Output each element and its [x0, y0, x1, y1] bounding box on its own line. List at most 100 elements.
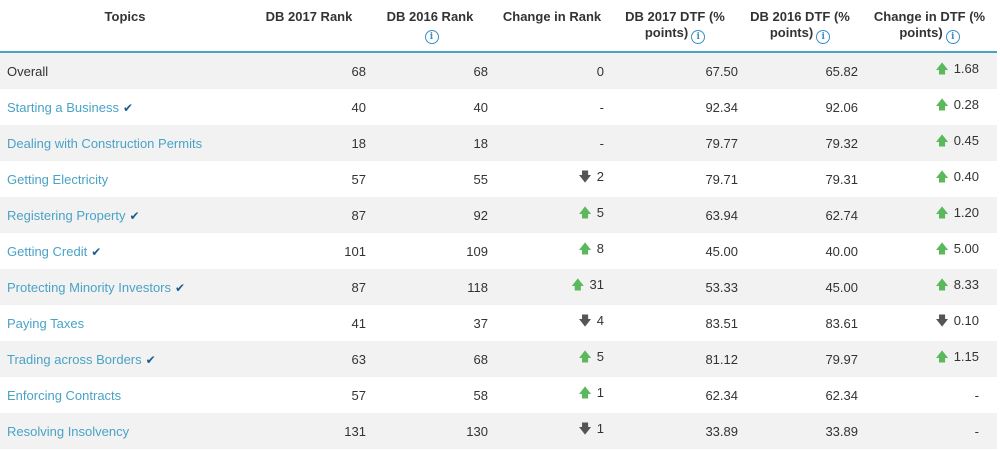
- arrow-up-icon: 🡅: [935, 349, 949, 364]
- change-dtf-cell: 🡅 0.28: [862, 96, 997, 118]
- checkmark-icon: ✔: [175, 280, 186, 295]
- arrow-up-icon: 🡅: [578, 385, 592, 400]
- change-dtf-cell: 🡅 1.15: [862, 348, 997, 370]
- change-dtf-cell: 🡅 5.00: [862, 240, 997, 262]
- arrow-up-icon: 🡅: [935, 169, 949, 184]
- header-db2017-dtf-label: DB 2017 DTF (% points): [625, 9, 725, 40]
- change-rank-value: 2: [596, 169, 604, 184]
- change-rank-cell: 🡅 5: [492, 348, 612, 370]
- header-change-rank: Change in Rank: [492, 0, 612, 51]
- change-rank-cell: 🡇 1: [492, 420, 612, 442]
- header-db2017-rank-label: DB 2017 Rank: [265, 9, 353, 24]
- db2016-dtf-cell: 62.34: [825, 387, 858, 403]
- db2017-dtf-cell: 79.71: [705, 171, 738, 187]
- topic-link[interactable]: Paying Taxes: [7, 315, 85, 331]
- change-dtf-value: 0.40: [953, 169, 979, 184]
- db2016-rank-cell: 40: [473, 99, 488, 115]
- topic-link[interactable]: Registering Property: [7, 207, 126, 223]
- header-db2016-rank: DB 2016 Rank i: [368, 0, 492, 51]
- change-rank-cell: 🡅 31: [492, 276, 612, 298]
- info-icon[interactable]: i: [424, 30, 439, 44]
- change-rank-cell: 🡅 1: [492, 384, 612, 406]
- db2016-rank-cell: 55: [473, 171, 488, 187]
- topic-cell[interactable]: Getting Credit ✔: [0, 244, 250, 259]
- topic-cell[interactable]: Registering Property ✔: [0, 208, 250, 223]
- topic-cell[interactable]: Protecting Minority Investors ✔: [0, 280, 250, 295]
- header-db2016-rank-label: DB 2016 Rank: [386, 9, 474, 24]
- change-rank-value: 8: [596, 241, 604, 256]
- db2017-dtf-cell: 81.12: [705, 351, 738, 367]
- table-row: Getting Electricity 57 55 🡇 2 79.71 79.31 🡅 0.40: [0, 161, 997, 197]
- header-topics-label: Topics: [104, 9, 146, 24]
- table-header: Topics DB 2017 Rank DB 2016 Rank i Chang…: [0, 0, 997, 53]
- db2017-dtf-cell: 83.51: [705, 315, 738, 331]
- change-dtf-cell: -: [862, 424, 997, 439]
- topic-link[interactable]: Enforcing Contracts: [7, 387, 122, 403]
- db2017-dtf-cell: 62.34: [705, 387, 738, 403]
- topic-cell[interactable]: Getting Electricity: [0, 172, 250, 187]
- table-row: Trading across Borders ✔ 63 68 🡅 5 81.12 79.97 🡅…: [0, 341, 997, 377]
- change-rank-value: 4: [596, 313, 604, 328]
- db2016-dtf-cell: 62.74: [825, 207, 858, 223]
- change-rank-cell: -: [492, 136, 612, 151]
- arrow-up-icon: 🡅: [578, 205, 592, 220]
- arrow-down-icon: 🡇: [578, 169, 592, 184]
- topic-cell[interactable]: Starting a Business ✔: [0, 100, 250, 115]
- checkmark-icon: ✔: [129, 208, 140, 223]
- change-dtf-value: 1.15: [953, 349, 979, 364]
- db2016-dtf-cell: 33.89: [825, 423, 858, 439]
- topic-link[interactable]: Protecting Minority Investors: [7, 279, 172, 295]
- db2016-rank-cell: 37: [473, 315, 488, 331]
- db2016-rank-cell: 109: [466, 243, 488, 259]
- arrow-up-icon: 🡅: [935, 205, 949, 220]
- topic-link[interactable]: Resolving Insolvency: [7, 423, 130, 439]
- table-row: Protecting Minority Investors ✔ 87 118 🡅 31 53…: [0, 269, 997, 305]
- db2016-dtf-cell: 83.61: [825, 315, 858, 331]
- table-row: Enforcing Contracts 57 58 🡅 1 62.34 62.34-: [0, 377, 997, 413]
- topic-label: Overall: [7, 63, 49, 79]
- topic-cell[interactable]: Trading across Borders ✔: [0, 352, 250, 367]
- db2017-dtf-cell: 79.77: [705, 135, 738, 151]
- topic-link[interactable]: Starting a Business: [7, 99, 120, 115]
- table-row: Overall 68 68 0 67.50 65.82 🡅 1.68: [0, 53, 997, 89]
- db2017-rank-cell: 131: [344, 423, 366, 439]
- topic-link[interactable]: Dealing with Construction Permits: [7, 135, 203, 151]
- change-dtf-value: 0.10: [953, 313, 979, 328]
- topic-cell[interactable]: Dealing with Construction Permits: [0, 136, 250, 151]
- change-dtf-cell: 🡅 1.68: [862, 60, 997, 82]
- arrow-down-icon: 🡇: [578, 421, 592, 436]
- info-icon[interactable]: i: [691, 30, 706, 44]
- db2017-rank-cell: 87: [351, 207, 366, 223]
- db2017-rank-cell: 18: [351, 135, 366, 151]
- db2016-dtf-cell: 79.31: [825, 171, 858, 187]
- arrow-up-icon: 🡅: [571, 277, 585, 292]
- topic-link[interactable]: Trading across Borders: [7, 351, 142, 367]
- change-rank-value: 5: [596, 205, 604, 220]
- db2016-rank-cell: 118: [467, 279, 488, 295]
- db2016-rank-cell: 92: [473, 207, 488, 223]
- table-row: Paying Taxes 41 37 🡇 4 83.51 83.61 🡇 0.10: [0, 305, 997, 341]
- db2016-rank-cell: 130: [466, 423, 488, 439]
- table-row: Dealing with Construction Permits 18 18 - 79…: [0, 125, 997, 161]
- header-db2016-dtf-label: DB 2016 DTF (% points): [750, 9, 850, 40]
- topic-cell[interactable]: Resolving Insolvency: [0, 424, 250, 439]
- change-rank-value: 5: [596, 349, 604, 364]
- header-db2017-rank: DB 2017 Rank: [250, 0, 368, 51]
- db2016-rank-cell: 18: [473, 135, 488, 151]
- topic-link[interactable]: Getting Credit: [7, 243, 88, 259]
- info-icon[interactable]: i: [945, 30, 960, 44]
- change-dtf-value: -: [974, 387, 979, 403]
- arrow-up-icon: 🡅: [935, 133, 949, 148]
- db2017-rank-cell: 41: [351, 315, 366, 331]
- info-icon[interactable]: i: [816, 30, 831, 44]
- change-dtf-value: 8.33: [953, 277, 979, 292]
- topic-cell[interactable]: Paying Taxes: [0, 316, 250, 331]
- arrow-up-icon: 🡅: [935, 277, 949, 292]
- db2017-rank-cell: 63: [351, 351, 366, 367]
- db2017-rank-cell: 57: [351, 387, 366, 403]
- topic-cell[interactable]: Enforcing Contracts: [0, 388, 250, 403]
- topic-link[interactable]: Getting Electricity: [7, 171, 109, 187]
- change-dtf-cell: -: [862, 388, 997, 403]
- change-dtf-cell: 🡇 0.10: [862, 312, 997, 334]
- change-rank-value: 0: [596, 63, 604, 79]
